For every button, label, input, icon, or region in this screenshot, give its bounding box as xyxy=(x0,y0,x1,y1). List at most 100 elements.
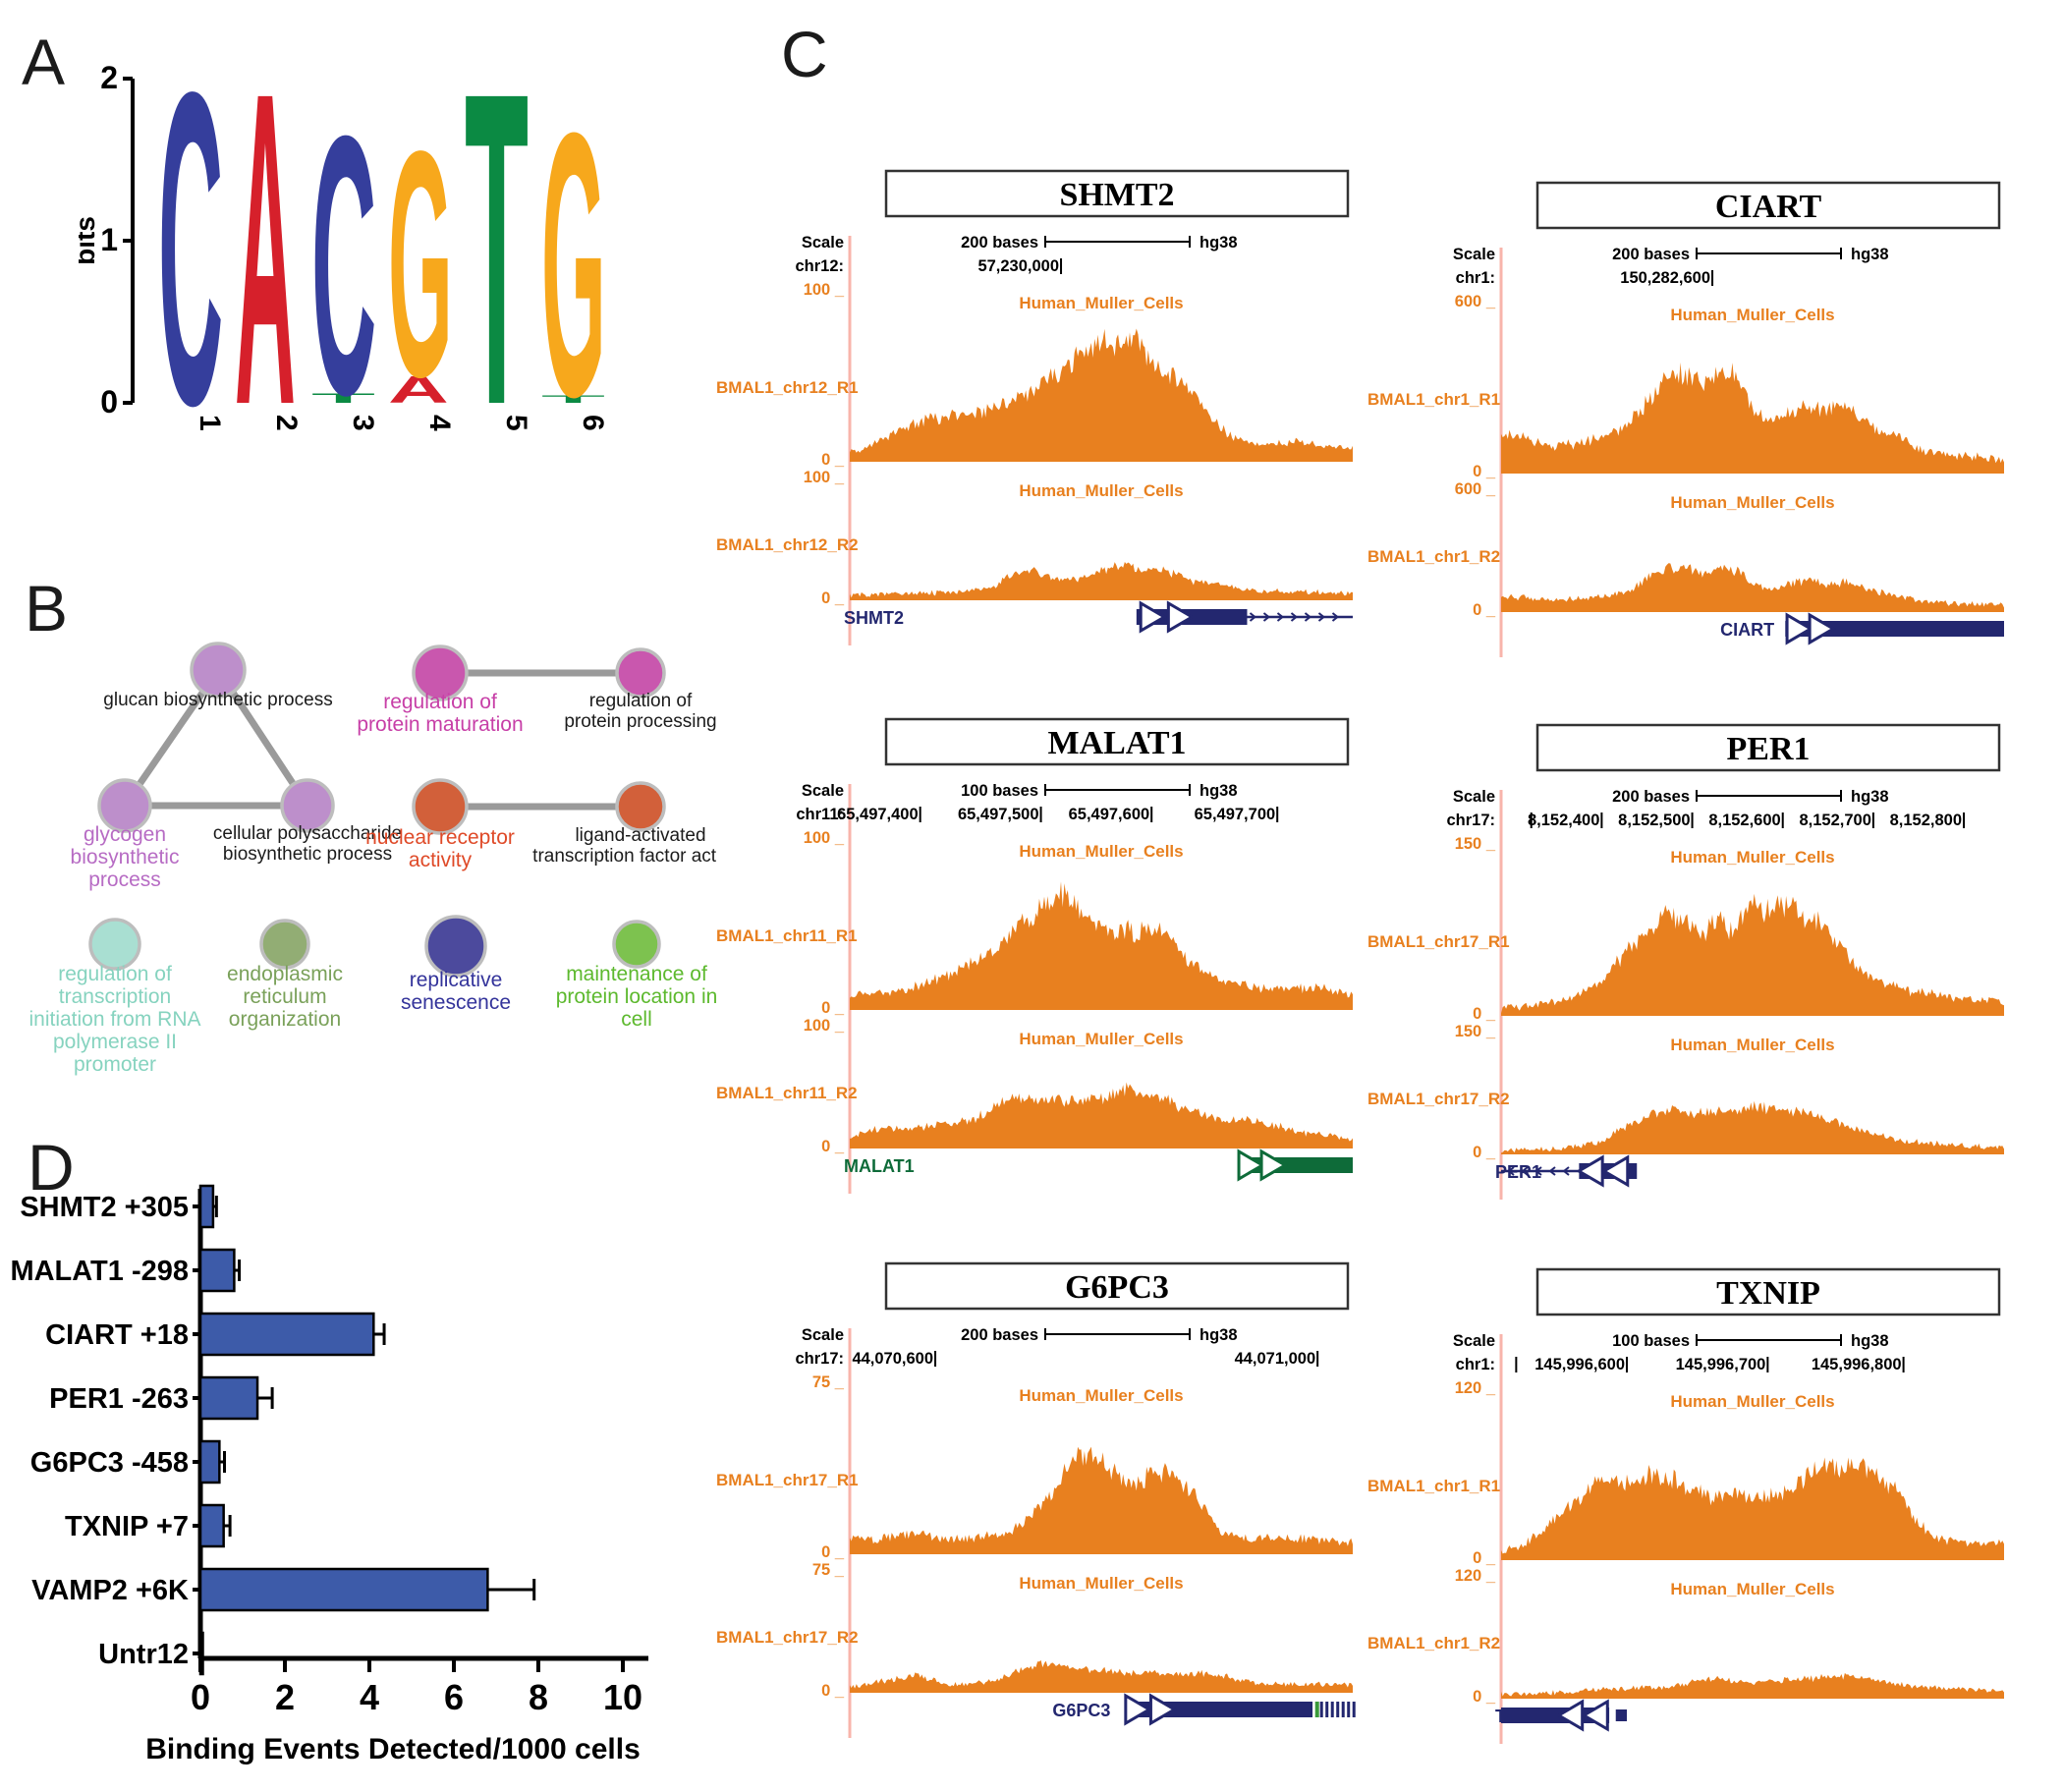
track-name-BMAL1_chr1_R2: BMAL1_chr1_R2 xyxy=(1367,1634,1500,1652)
gene-title-CIART: CIART xyxy=(1715,189,1822,225)
network-node-cellular-polysaccharide xyxy=(280,778,335,833)
network-node-ligand-activated-tf-activity xyxy=(615,781,666,832)
logo-y-tick-label: 1 xyxy=(100,222,118,257)
gene-title-SHMT2: SHMT2 xyxy=(1059,177,1174,213)
coordinate-label: 44,070,600 xyxy=(852,1350,933,1368)
signal-histogram-BMAL1_chr11_R2 xyxy=(850,1082,1353,1148)
x-tick-label: 6 xyxy=(444,1677,464,1717)
scale-bar-text: 200 bases xyxy=(961,234,1038,252)
signal-histogram-BMAL1_chr1_R2 xyxy=(1501,1672,2004,1699)
gene-title-MALAT1: MALAT1 xyxy=(1047,725,1186,761)
track-title-cells: Human_Muller_Cells xyxy=(1670,1580,1834,1598)
network-label-reg-transcription-initiation: regulation of transcription initiation fro… xyxy=(29,963,201,1076)
gene-utr-stripe xyxy=(1347,1702,1351,1717)
track-name-BMAL1_chr17_R1: BMAL1_chr17_R1 xyxy=(1367,932,1510,951)
signal-histogram-BMAL1_chr1_R1 xyxy=(1501,1457,2004,1560)
network-node-glucan xyxy=(190,642,247,699)
gene-direction-chevron xyxy=(1249,612,1257,622)
gene-direction-chevron xyxy=(1534,1166,1542,1176)
track-name-BMAL1_chr17_R2: BMAL1_chr17_R2 xyxy=(716,1628,859,1647)
scale-label: Scale xyxy=(802,1326,844,1344)
signal-histogram-BMAL1_chr17_R1 xyxy=(1501,893,2004,1016)
network-label-nuclear-receptor-activity: nuclear receptor activity xyxy=(365,826,515,871)
panel-c-label: C xyxy=(781,18,828,90)
bar-g6pc3 xyxy=(198,1439,221,1484)
track-zero-label: 0 _ xyxy=(1473,1144,1496,1161)
category-label: PER1 -263 xyxy=(49,1383,189,1415)
x-tick-label: 4 xyxy=(360,1677,379,1717)
coordinate-label: 145,996,800 xyxy=(1812,1356,1902,1373)
gene-direction-chevron xyxy=(1317,612,1326,622)
network-node-maintenance-protein-location xyxy=(612,920,661,969)
genome-build-label: hg38 xyxy=(1199,1326,1238,1344)
chromosome-label: chr1: xyxy=(1456,1356,1495,1373)
track-ymax-label: 600 _ xyxy=(1455,293,1496,310)
coordinate-label: 145,996,700 xyxy=(1676,1356,1766,1373)
gene-name-label: SHMT2 xyxy=(844,608,904,628)
bar-shmt2 xyxy=(198,1184,215,1229)
gene-exon-arrow xyxy=(1166,600,1196,634)
x-tick-label: 0 xyxy=(191,1677,210,1717)
gene-direction-chevron xyxy=(1262,612,1271,622)
signal-histogram-BMAL1_chr17_R2 xyxy=(850,1659,1353,1693)
panel-b-label: B xyxy=(25,572,69,644)
track-ymax-label: 120 _ xyxy=(1455,1567,1496,1585)
gene-title-box xyxy=(884,717,1350,766)
track-title-cells: Human_Muller_Cells xyxy=(1019,294,1183,312)
track-ymax-label: 600 _ xyxy=(1455,480,1496,498)
network-label-reg-protein-maturation: regulation of protein maturation xyxy=(357,691,523,736)
gene-body-box xyxy=(1785,621,2004,637)
x-tick-label: 8 xyxy=(529,1677,548,1717)
gene-exon-arrow xyxy=(1148,1693,1178,1726)
gene-direction-chevron xyxy=(1562,1166,1570,1176)
coordinate-label: 8,152,400 xyxy=(1528,812,1599,829)
track-name-BMAL1_chr17_R1: BMAL1_chr17_R1 xyxy=(716,1471,859,1489)
track-zero-label: 0 _ xyxy=(1473,1688,1496,1706)
track-title-cells: Human_Muller_Cells xyxy=(1670,848,1834,867)
track-ymax-label: 150 _ xyxy=(1455,835,1496,853)
track-name-BMAL1_chr17_R2: BMAL1_chr17_R2 xyxy=(1367,1090,1510,1108)
gene-title-TXNIP: TXNIP xyxy=(1716,1275,1820,1312)
category-label: G6PC3 -458 xyxy=(30,1447,189,1479)
network-node-reg-protein-maturation xyxy=(412,644,469,701)
gene-exon-arrow xyxy=(1785,612,1814,645)
scale-label: Scale xyxy=(1453,788,1495,806)
go-network-panel: glucan biosynthetic process glycogen biosy… xyxy=(29,642,717,1076)
network-node-reg-transcription-initiation xyxy=(88,918,141,971)
x-tick-label: 2 xyxy=(275,1677,295,1717)
gene-exon-arrow xyxy=(1581,1699,1609,1732)
scale-label: Scale xyxy=(802,782,844,800)
signal-histogram-BMAL1_chr12_R2 xyxy=(850,562,1353,600)
gene-exon-arrow xyxy=(1808,612,1837,645)
network-node-glycogen xyxy=(97,778,152,833)
browser-panel-PER1: PER1 Scale 200 bases hg38 chr17: 8,152,400 8,1… xyxy=(1367,723,2004,1200)
chromosome-label: chr17: xyxy=(795,1350,844,1368)
category-label: SHMT2 +305 xyxy=(20,1192,189,1223)
network-node-replicative-senescence xyxy=(424,915,487,978)
genome-build-label: hg38 xyxy=(1851,246,1889,263)
track-name-BMAL1_chr1_R2: BMAL1_chr1_R2 xyxy=(1367,547,1500,566)
coordinate-label: 150,282,600 xyxy=(1620,269,1710,287)
gene-utr-box xyxy=(1615,1709,1627,1721)
category-label: MALAT1 -298 xyxy=(10,1256,189,1287)
track-title-cells: Human_Muller_Cells xyxy=(1019,1574,1183,1593)
signal-histogram-BMAL1_chr17_R1 xyxy=(850,1446,1353,1554)
coordinate-label: 145,996,600 xyxy=(1534,1356,1625,1373)
logo-letter-6-T: T xyxy=(541,393,605,406)
coordinate-label: 65,497,400 xyxy=(837,806,919,823)
chromosome-label: chr1: xyxy=(1456,269,1495,287)
logo-position-label: 1 xyxy=(194,415,226,431)
gene-name-label: CIART xyxy=(1720,620,1774,640)
bar-txnip xyxy=(198,1503,225,1548)
coordinate-label: 8,152,600 xyxy=(1708,812,1780,829)
network-label-maintenance-protein-location: maintenance of protein location in cell xyxy=(556,963,717,1031)
logo-y-axis-title: bits xyxy=(79,216,100,265)
coordinate-label: 65,497,500 xyxy=(958,806,1039,823)
signal-histogram-BMAL1_chr11_R1 xyxy=(850,881,1353,1010)
signal-histogram-BMAL1_chr17_R2 xyxy=(1501,1100,2004,1154)
track-zero-label: 0 _ xyxy=(821,999,845,1017)
gene-direction-chevron xyxy=(1507,1166,1515,1176)
logo-letter-2-A: A xyxy=(235,49,296,472)
bar-ciart xyxy=(198,1312,375,1357)
gene-direction-chevron xyxy=(1290,612,1299,622)
